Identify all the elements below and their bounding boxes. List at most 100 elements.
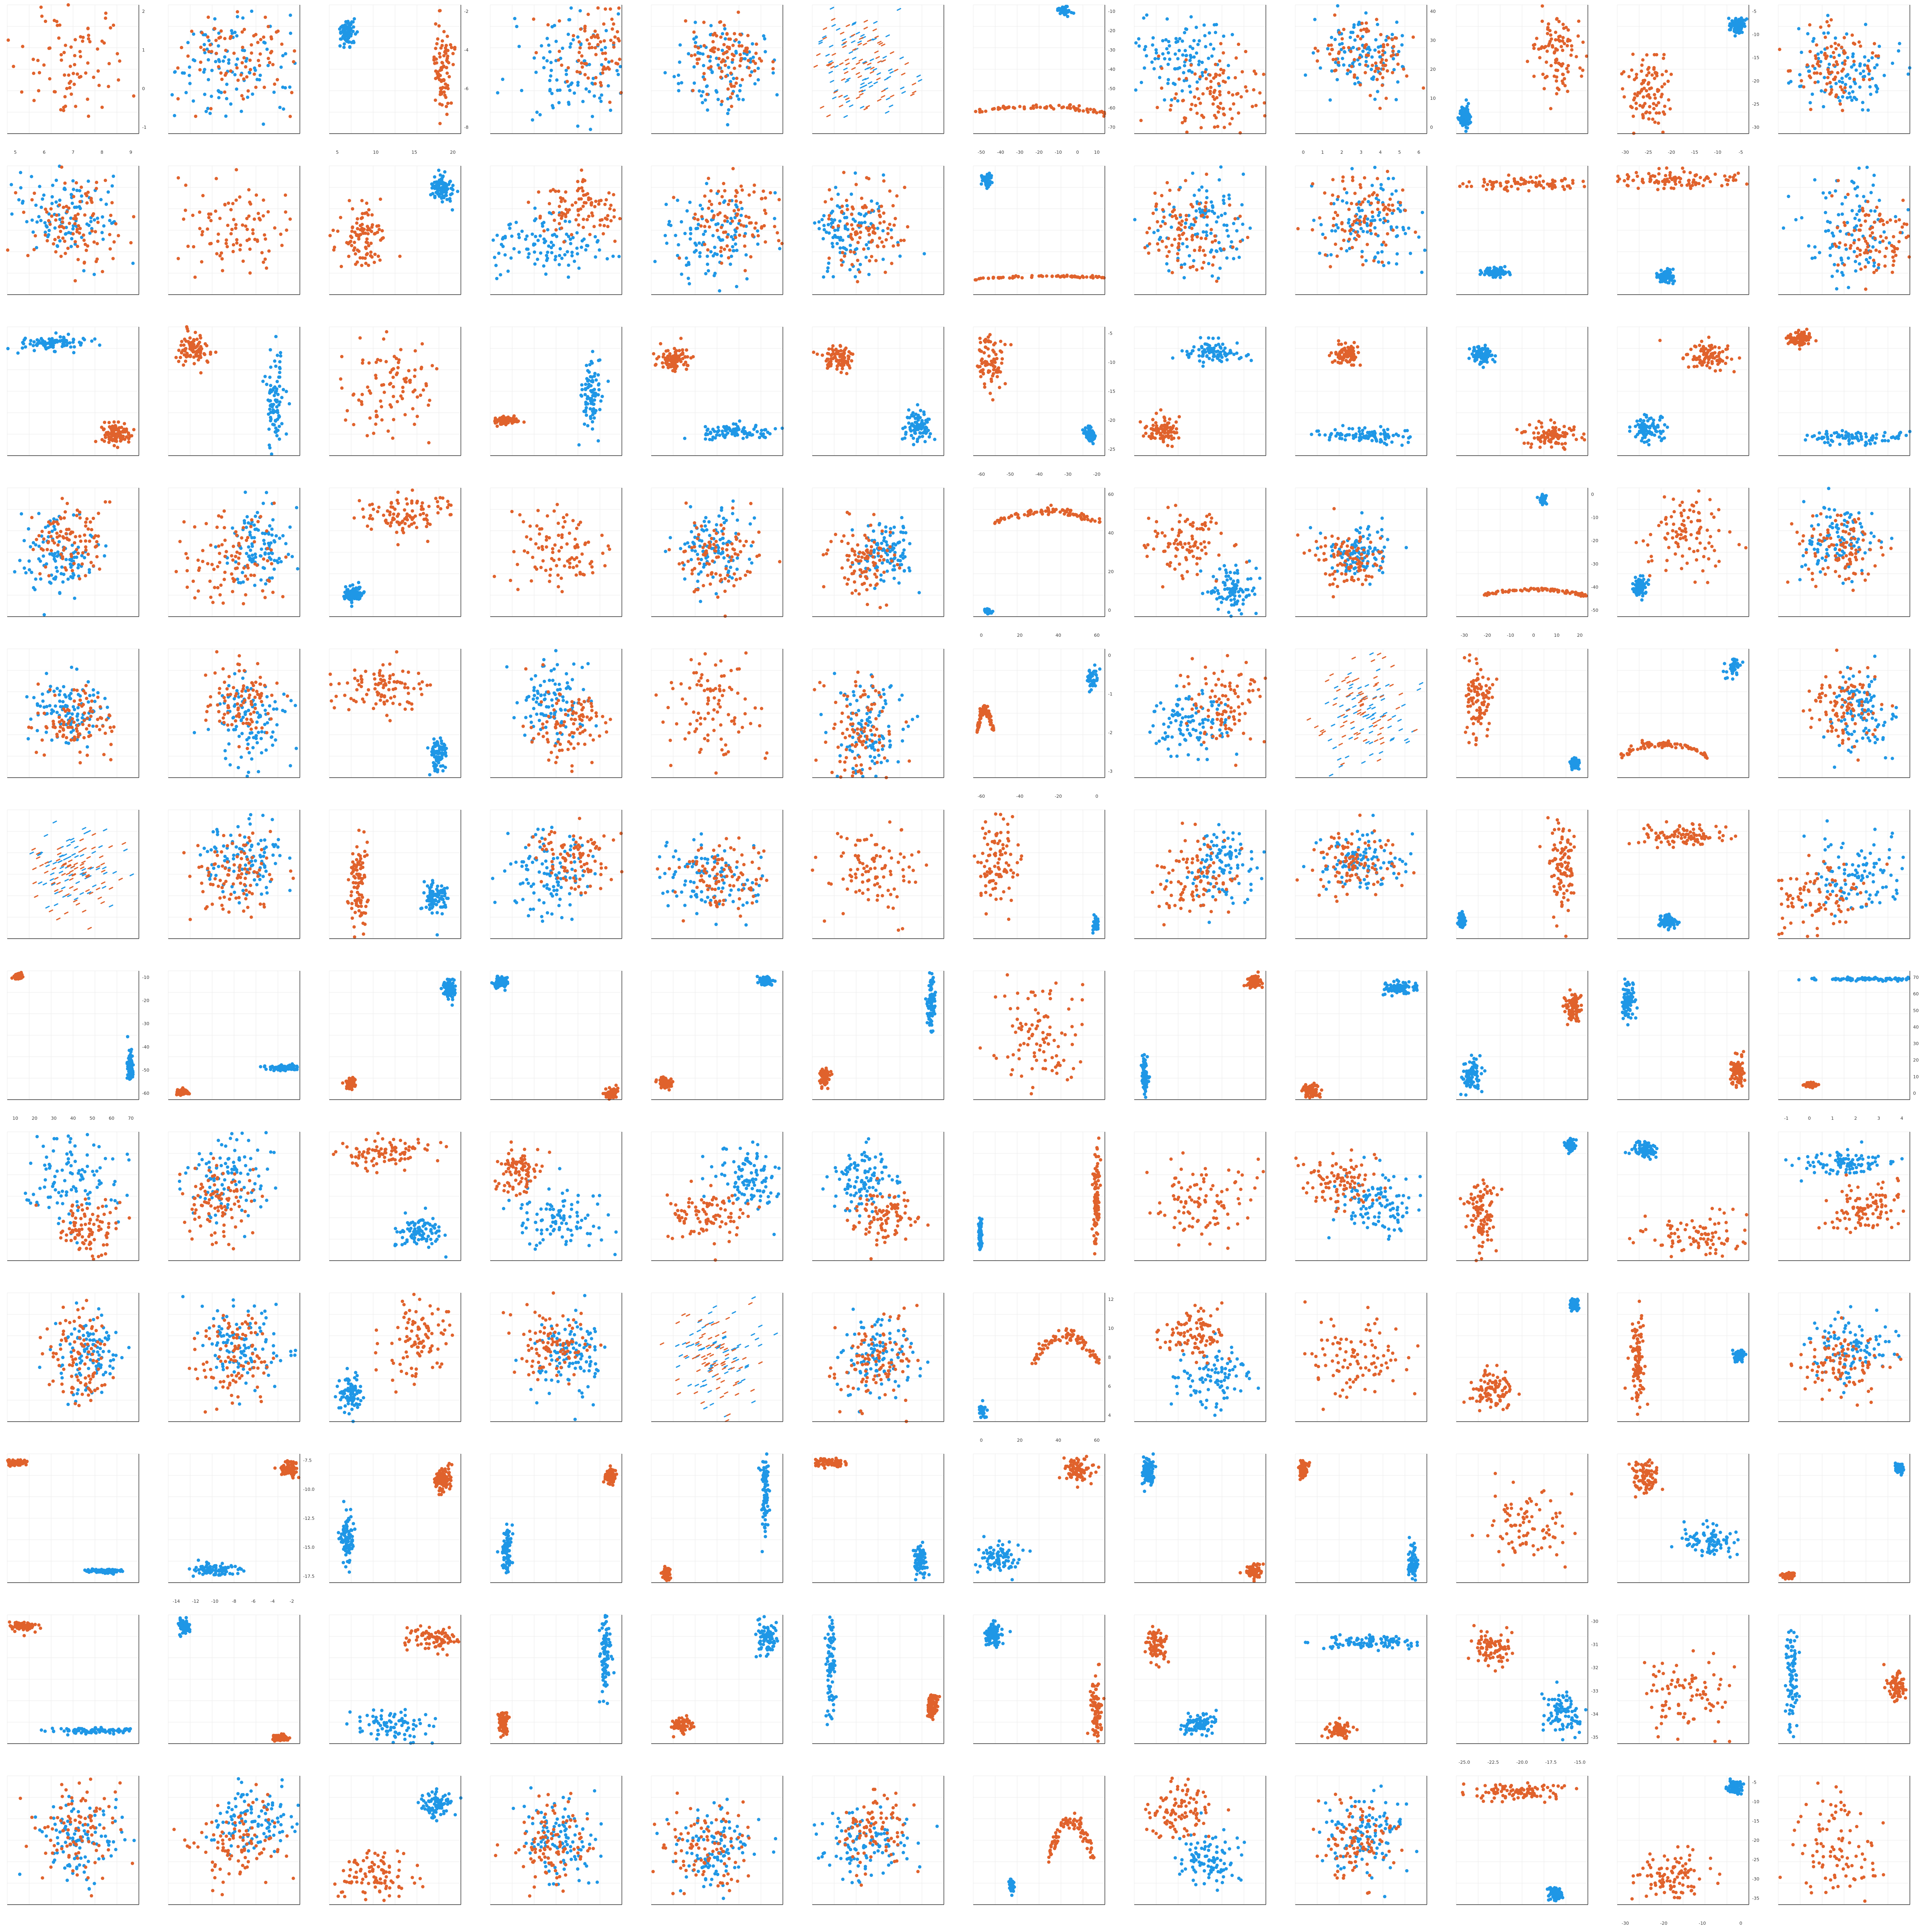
data-point xyxy=(59,229,62,233)
data-point xyxy=(577,266,581,270)
data-point xyxy=(1205,196,1209,200)
data-point xyxy=(214,60,217,64)
data-point xyxy=(253,237,257,241)
data-point xyxy=(870,199,873,203)
data-point xyxy=(1857,166,1861,170)
data-point xyxy=(1833,41,1837,45)
data-point xyxy=(982,178,985,182)
data-point xyxy=(1359,37,1362,41)
data-point xyxy=(845,198,848,202)
data-point xyxy=(1154,51,1158,55)
data-point xyxy=(43,230,47,234)
data-point xyxy=(1069,106,1072,110)
data-point xyxy=(235,15,239,19)
data-point xyxy=(988,174,992,178)
data-point xyxy=(747,193,751,197)
data-point xyxy=(246,227,249,231)
data-point xyxy=(1851,55,1855,58)
data-point xyxy=(74,217,78,221)
series-cluster-1 xyxy=(491,206,621,281)
data-point xyxy=(85,248,88,252)
data-point xyxy=(450,46,453,50)
data-point xyxy=(1532,46,1536,50)
data-point xyxy=(829,62,834,65)
data-point xyxy=(1350,202,1353,205)
data-point xyxy=(1423,248,1427,252)
data-point xyxy=(851,33,856,37)
data-point xyxy=(1338,31,1341,35)
data-point xyxy=(234,223,238,227)
data-point xyxy=(108,219,111,223)
data-point xyxy=(269,51,272,55)
data-point xyxy=(239,109,243,113)
data-point xyxy=(1377,50,1381,54)
data-point xyxy=(535,110,539,114)
data-point xyxy=(1552,51,1556,55)
data-point xyxy=(751,42,754,46)
data-point xyxy=(1813,256,1817,260)
data-point xyxy=(888,68,893,72)
data-point xyxy=(1074,107,1078,111)
data-point xyxy=(1371,215,1375,219)
data-point xyxy=(1852,181,1856,185)
data-point xyxy=(1334,223,1338,227)
data-point xyxy=(1358,219,1362,223)
y-tick-label: -2 xyxy=(464,9,469,14)
data-point xyxy=(1214,62,1218,66)
data-point xyxy=(1832,51,1835,54)
data-point xyxy=(1883,264,1887,268)
data-point xyxy=(1901,198,1905,202)
data-point xyxy=(217,44,220,48)
data-point xyxy=(1371,210,1374,214)
series-cluster-1 xyxy=(10,164,135,276)
series-cluster-2 xyxy=(1296,169,1417,268)
data-point xyxy=(1342,46,1346,50)
scatter-plot-r1c5 xyxy=(651,4,783,134)
data-point xyxy=(1645,53,1649,57)
data-point xyxy=(1891,270,1894,274)
data-point xyxy=(227,201,230,205)
data-point xyxy=(733,32,736,35)
data-point xyxy=(503,235,507,238)
data-point xyxy=(258,52,262,56)
data-point xyxy=(855,62,860,65)
data-point xyxy=(687,52,690,56)
data-point xyxy=(674,233,677,237)
data-point xyxy=(87,223,91,227)
data-point xyxy=(836,28,840,31)
data-point xyxy=(698,204,702,207)
data-point xyxy=(860,82,865,85)
data-point xyxy=(1214,249,1218,253)
data-point xyxy=(1841,109,1844,112)
data-point xyxy=(1148,242,1152,246)
data-point xyxy=(444,182,448,186)
data-point xyxy=(58,217,62,221)
data-point xyxy=(242,97,245,101)
data-point xyxy=(29,339,33,343)
data-point xyxy=(241,223,244,227)
data-point xyxy=(1369,68,1373,71)
data-point xyxy=(722,182,725,186)
data-point xyxy=(1738,22,1742,26)
data-point xyxy=(1045,274,1049,278)
data-point xyxy=(1847,232,1851,236)
data-point xyxy=(1351,31,1355,34)
data-point xyxy=(1662,270,1666,274)
data-point xyxy=(1217,241,1221,244)
data-point xyxy=(1852,96,1856,99)
data-point xyxy=(888,223,892,226)
data-point xyxy=(43,19,47,23)
data-point xyxy=(441,86,445,89)
data-point xyxy=(1469,120,1472,124)
data-point xyxy=(1191,264,1195,268)
data-point xyxy=(262,260,265,264)
data-point xyxy=(1336,195,1340,198)
data-point xyxy=(735,285,739,289)
data-point xyxy=(1188,45,1192,49)
data-point xyxy=(217,96,221,99)
data-point xyxy=(264,237,267,241)
data-point xyxy=(444,194,448,197)
data-point xyxy=(855,247,859,251)
data-point xyxy=(1379,183,1383,186)
